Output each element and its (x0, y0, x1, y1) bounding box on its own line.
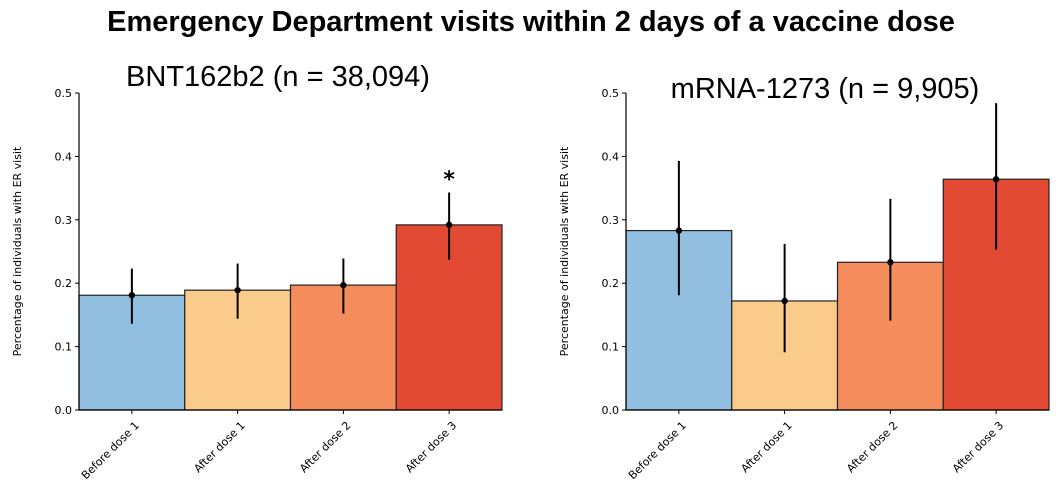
x-tick-label-2-2: After dose 1 (738, 419, 794, 475)
x-tick-label-1-3: After dose 2 (297, 419, 353, 475)
y-axis-label-2: Percentage of individuals with ER visit (558, 146, 571, 356)
y-tick-label-2-4: 0.3 (602, 214, 620, 227)
y-tick-label-1-1: 0.0 (55, 404, 73, 417)
x-tick-label-1-4: After dose 3 (403, 419, 459, 475)
x-tick-label-2-1: Before dose 1 (626, 419, 689, 482)
x-tick-label-2-4: After dose 3 (950, 419, 1006, 475)
data-point-1-2 (234, 286, 241, 294)
x-tick-label-1-2: After dose 1 (191, 419, 247, 475)
y-tick-label-1-4: 0.3 (55, 214, 73, 227)
y-tick-label-1-2: 0.1 (55, 341, 73, 354)
y-tick-label-1-5: 0.4 (55, 150, 73, 163)
data-point-1-3 (340, 281, 347, 289)
y-tick-label-2-1: 0.0 (602, 404, 620, 417)
y-axis-label-1: Percentage of individuals with ER visit (11, 146, 24, 356)
y-tick-label-1-6: 0.5 (55, 87, 73, 100)
data-point-2-3 (887, 259, 894, 266)
data-point-1-4 (445, 221, 453, 229)
significance-marker-1-1: * (443, 168, 455, 193)
y-tick-label-2-5: 0.4 (602, 150, 620, 163)
y-tick-label-2-2: 0.1 (602, 341, 620, 354)
panel-title-2: mRNA-1273 (n = 9,905) (671, 73, 980, 105)
panel-title-1: BNT162b2 (n = 38,094) (126, 61, 430, 93)
y-tick-label-2-3: 0.2 (602, 277, 620, 290)
data-point-2-1 (675, 227, 683, 234)
data-point-1-1 (128, 292, 136, 299)
y-tick-label-2-6: 0.5 (602, 87, 620, 100)
data-point-2-4 (992, 176, 1000, 183)
y-tick-label-1-3: 0.2 (55, 277, 73, 290)
data-point-2-2 (781, 297, 788, 305)
x-tick-label-1-1: Before dose 1 (79, 419, 142, 482)
x-tick-label-2-3: After dose 2 (844, 419, 900, 475)
figure-title: Emergency Department visits within 2 day… (107, 6, 955, 38)
